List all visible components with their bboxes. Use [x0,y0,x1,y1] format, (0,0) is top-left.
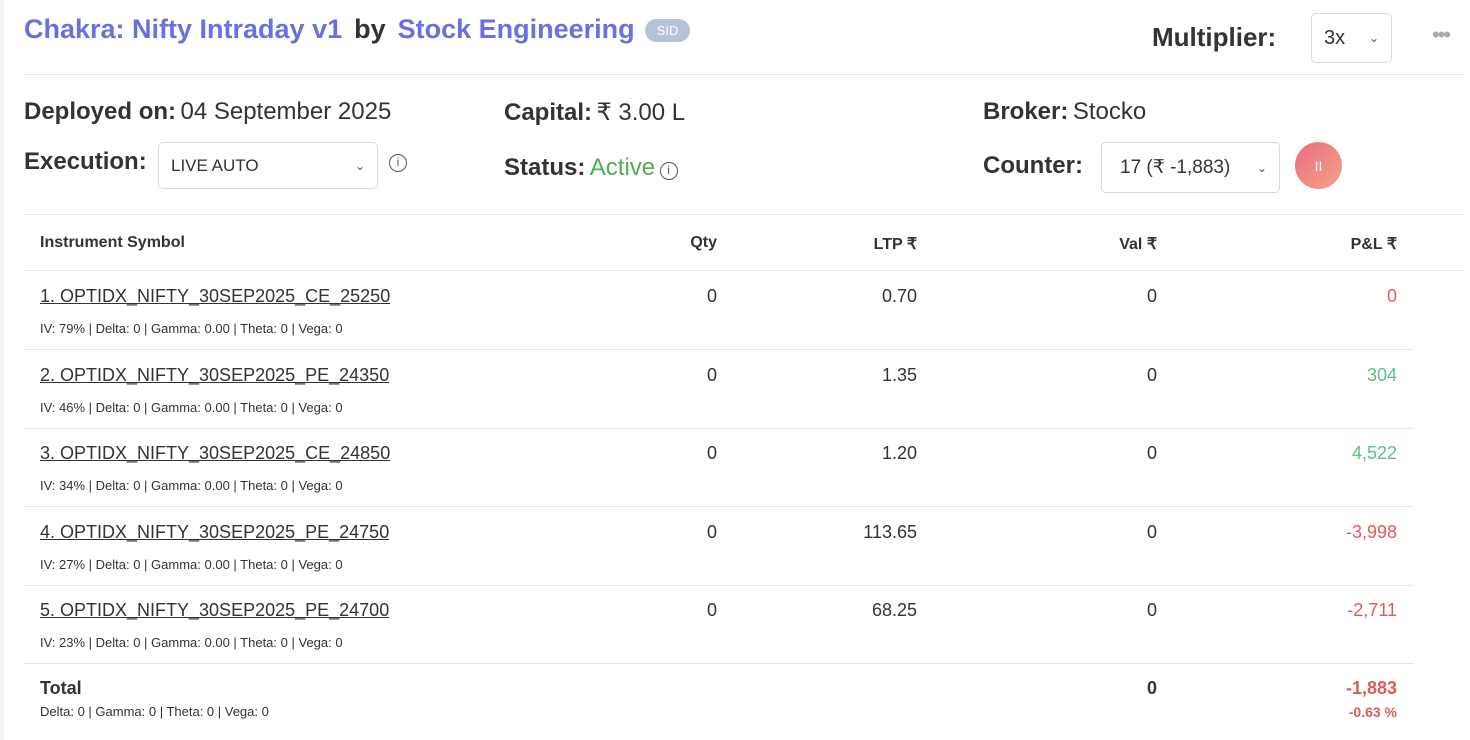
greeks-text: IV: 27% | Delta: 0 | Gamma: 0.00 | Theta… [40,556,343,572]
total-pnl-pct: -0.63 % [1348,704,1397,720]
by-text: by [354,14,386,44]
val-cell: 0 [1146,600,1157,621]
info-icon[interactable]: i [659,161,678,180]
capital-label: Capital: [504,99,593,126]
header-val: Val ₹ [1119,236,1157,253]
ltp-cell: 68.25 [871,600,917,621]
counter-label: Counter: [983,152,1083,179]
pnl-cell: 0 [1386,286,1397,306]
pnl-cell: 304 [1366,364,1397,385]
header-ltp: LTP ₹ [873,236,917,253]
qty-cell: 0 [706,364,717,385]
chevron-down-icon: ⌄ [1368,31,1379,45]
page-title: Chakra: Nifty Intraday v1 by Stock Enginee… [24,14,691,45]
table-row: 1. OPTIDX_NIFTY_30SEP2025_CE_25250 IV: 7… [24,271,1414,350]
greeks-text: IV: 23% | Delta: 0 | Gamma: 0.00 | Theta… [40,635,343,651]
pnl-cell: 4,522 [1351,443,1397,464]
table-row: 5. OPTIDX_NIFTY_30SEP2025_PE_24700 IV: 2… [24,585,1414,665]
table-row: 2. OPTIDX_NIFTY_30SEP2025_PE_24350 IV: 4… [24,350,1414,429]
pnl-cell: -3,998 [1345,521,1397,542]
execution-label: Execution: [24,148,147,175]
header-qty: Qty [690,234,717,251]
strategy-link[interactable]: Chakra: Nifty Intraday v1 [24,14,343,44]
counter-select[interactable]: 17 (₹ -1,883) ⌄ [1101,142,1280,193]
execution-select[interactable]: LIVE AUTO ⌄ [158,142,378,189]
table-row: 4. OPTIDX_NIFTY_30SEP2025_PE_24750 IV: 2… [24,507,1414,586]
greeks-text: IV: 46% | Delta: 0 | Gamma: 0.00 | Theta… [40,399,343,415]
instrument-link[interactable]: 4. OPTIDX_NIFTY_30SEP2025_PE_24750 [40,521,390,542]
sid-badge: SID [644,19,691,43]
divider [24,74,1464,75]
instrument-link[interactable]: 1. OPTIDX_NIFTY_30SEP2025_CE_25250 [40,286,391,306]
deployed-label: Deployed on: [24,98,177,125]
more-options-icon[interactable]: ••• [1432,22,1451,47]
total-pnl: -1,883 [1345,678,1397,698]
header-pnl: P&L ₹ [1350,236,1397,253]
instrument-link[interactable]: 3. OPTIDX_NIFTY_30SEP2025_CE_24850 [40,443,391,464]
author-link[interactable]: Stock Engineering [397,14,635,44]
deployed-value: 04 September 2025 [180,98,392,125]
info-icon[interactable]: i [389,154,407,172]
status-label: Status: [504,154,586,181]
total-greeks: Delta: 0 | Gamma: 0 | Theta: 0 | Vega: 0 [40,704,269,719]
total-row: Total Delta: 0 | Gamma: 0 | Theta: 0 | V… [24,664,1414,740]
status-value: Active [589,154,656,181]
broker-label: Broker: [983,98,1069,125]
multiplier-value: 3x [1324,26,1346,49]
val-cell: 0 [1146,364,1157,385]
val-cell: 0 [1146,286,1157,306]
divider [24,214,1464,215]
qty-cell: 0 [706,600,717,621]
ltp-cell: 0.70 [881,286,917,306]
divider [24,270,1464,271]
ltp-cell: 1.35 [881,364,917,385]
qty-cell: 0 [706,521,717,542]
qty-cell: 0 [706,286,717,306]
execution-value: LIVE AUTO [171,155,259,175]
chevron-down-icon: ⌄ [354,158,365,173]
ltp-cell: 113.65 [863,521,917,542]
multiplier-select[interactable]: 3x ⌄ [1311,13,1392,63]
total-label: Total [40,678,82,698]
pause-icon: II [1314,157,1323,174]
greeks-text: IV: 34% | Delta: 0 | Gamma: 0.00 | Theta… [40,478,343,494]
counter-value: 17 (₹ -1,883) [1120,157,1231,178]
multiplier-label: Multiplier: [1152,22,1277,52]
instrument-link[interactable]: 2. OPTIDX_NIFTY_30SEP2025_PE_24350 [40,364,390,385]
greeks-text: IV: 79% | Delta: 0 | Gamma: 0.00 | Theta… [40,321,343,336]
broker-value: Stocko [1072,98,1147,125]
header-symbol: Instrument Symbol [40,234,185,251]
instrument-link[interactable]: 5. OPTIDX_NIFTY_30SEP2025_PE_24700 [40,600,390,621]
capital-value: ₹ 3.00 L [596,99,686,126]
val-cell: 0 [1146,443,1157,464]
pause-button[interactable]: II [1295,142,1342,189]
val-cell: 0 [1146,521,1157,542]
table-row: 3. OPTIDX_NIFTY_30SEP2025_CE_24850 IV: 3… [24,428,1414,508]
chevron-down-icon: ⌄ [1256,160,1267,175]
total-val: 0 [1146,678,1157,698]
pnl-cell: -2,711 [1347,600,1397,621]
qty-cell: 0 [706,443,717,464]
ltp-cell: 1.20 [881,443,917,464]
